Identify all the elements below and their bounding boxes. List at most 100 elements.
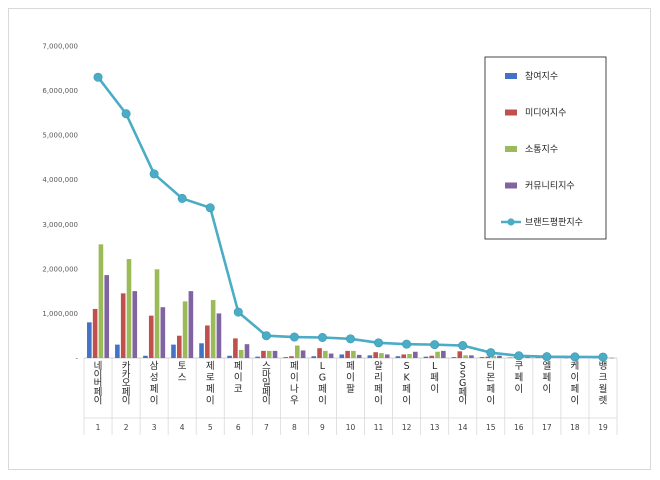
axes: - 1,000,000 2,000,000 3,000,000 4,000,000 5,0… <box>42 43 618 435</box>
bar-1-17 <box>535 357 541 359</box>
legend-swatch-1 <box>505 73 517 79</box>
rank-label: 14 <box>458 423 468 432</box>
line-point-17 <box>542 352 552 362</box>
y-tick-label: 1,000,000 <box>42 310 78 318</box>
bar-2-15 <box>485 356 491 358</box>
bar-1-10 <box>339 354 345 358</box>
bar-3-8 <box>294 345 300 358</box>
rank-label: 17 <box>542 423 552 432</box>
legend-label-5: 브랜드평판지수 <box>525 217 583 228</box>
bar-3-6 <box>238 349 244 358</box>
legend-label-4: 커뮤니티지수 <box>525 181 575 192</box>
bar-4-1 <box>104 275 110 358</box>
line-point-19 <box>598 352 608 362</box>
line-point-11 <box>374 338 384 348</box>
bar-1-12 <box>395 356 401 358</box>
line-point-14 <box>458 341 468 351</box>
line-point-3 <box>149 169 159 179</box>
bar-1-3 <box>143 355 148 358</box>
rank-label: 7 <box>264 423 269 432</box>
rank-label: 4 <box>180 423 185 432</box>
line-point-13 <box>430 340 440 350</box>
bar-4-9 <box>328 353 334 358</box>
line-point-7 <box>261 331 271 341</box>
bar-3-2 <box>126 259 132 358</box>
bar-1-1 <box>87 322 92 358</box>
rank-label: 19 <box>598 423 608 432</box>
legend-swatch-4 <box>505 182 517 189</box>
legend-label-3: 소통지수 <box>525 144 558 155</box>
chart-frame: - 1,000,000 2,000,000 3,000,000 4,000,000 5,0… <box>8 8 651 470</box>
bar-1-6 <box>227 355 232 358</box>
bar-series <box>87 244 614 359</box>
bar-4-4 <box>188 291 194 358</box>
bar-2-9 <box>317 348 322 358</box>
bar-1-14 <box>451 357 457 358</box>
bar-2-13 <box>429 355 435 358</box>
line-point-16 <box>514 351 524 361</box>
bar-2-1 <box>92 308 98 358</box>
line-point-10 <box>345 334 355 344</box>
rank-label: 8 <box>292 423 297 432</box>
bar-2-12 <box>401 354 407 358</box>
bar-4-6 <box>244 344 250 358</box>
rank-label: 5 <box>208 423 213 432</box>
bar-1-15 <box>479 357 485 358</box>
bar-4-19 <box>609 357 614 359</box>
bar-1-4 <box>171 344 176 358</box>
brand-reputation-chart: - 1,000,000 2,000,000 3,000,000 4,000,000 5,0… <box>42 43 618 435</box>
bar-3-14 <box>463 355 468 358</box>
legend-label-1: 참여지수 <box>525 70 558 82</box>
rank-label: 10 <box>346 423 356 432</box>
rank-label: 13 <box>430 423 440 432</box>
bar-2-10 <box>345 350 350 358</box>
bar-1-5 <box>199 343 204 358</box>
y-tick-label: 3,000,000 <box>42 221 78 229</box>
bar-2-6 <box>233 338 238 358</box>
bar-3-15 <box>491 356 496 358</box>
bar-4-13 <box>441 350 446 358</box>
bar-2-11 <box>373 352 378 358</box>
line-point-9 <box>317 332 327 342</box>
bar-3-5 <box>210 300 216 358</box>
rank-label: 9 <box>320 423 325 432</box>
bar-2-4 <box>176 335 182 358</box>
x-axis-labels: 네 이 버 페 이 1 카 카 오 페 이 2 삼 성 페 이 3 토 스 4 제 로 페 이 5 페 이 코 6 스 마 일 페 이 7 페 이 나 우 8… <box>94 361 608 432</box>
bar-1-9 <box>311 356 317 358</box>
bar-4-14 <box>469 355 474 358</box>
rank-label: 2 <box>124 423 129 432</box>
y-tick-label: 6,000,000 <box>42 87 78 95</box>
y-tick-label: 7,000,000 <box>42 43 78 51</box>
line-point-12 <box>402 339 412 349</box>
bar-4-7 <box>272 350 278 358</box>
line-point-1 <box>93 72 103 82</box>
rank-label: 3 <box>152 423 157 432</box>
bar-4-16 <box>525 357 530 358</box>
bar-3-1 <box>98 244 104 358</box>
bar-2-8 <box>289 356 294 358</box>
rank-label: 15 <box>486 423 496 432</box>
rank-label: 18 <box>570 423 580 432</box>
bar-1-2 <box>115 344 120 358</box>
bar-1-13 <box>423 356 429 358</box>
bar-4-11 <box>384 354 390 358</box>
y-tick-label: - <box>75 355 78 363</box>
bar-4-8 <box>300 350 306 358</box>
bar-4-2 <box>132 291 138 358</box>
